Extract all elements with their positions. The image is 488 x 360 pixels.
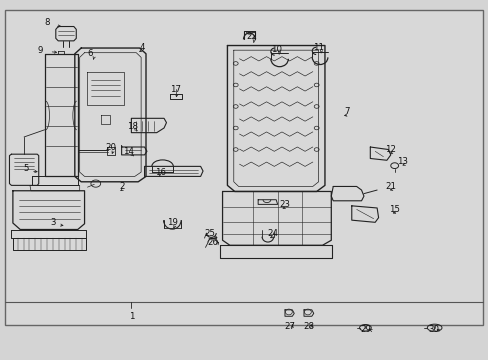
Text: 19: 19	[166, 218, 178, 227]
Text: 3: 3	[50, 218, 56, 227]
Text: 22: 22	[246, 32, 257, 41]
Text: 25: 25	[203, 229, 214, 238]
FancyBboxPatch shape	[6, 12, 481, 324]
Text: 13: 13	[397, 157, 407, 166]
Text: 29: 29	[359, 325, 370, 334]
Text: 8: 8	[44, 18, 50, 27]
Text: 24: 24	[267, 229, 278, 238]
Text: 28: 28	[303, 322, 314, 331]
Text: 17: 17	[169, 85, 181, 94]
Text: 7: 7	[344, 107, 349, 116]
Text: 30: 30	[427, 325, 438, 334]
Text: 11: 11	[312, 43, 324, 52]
Text: 10: 10	[270, 45, 281, 54]
Text: 12: 12	[385, 145, 395, 154]
Text: 21: 21	[385, 182, 395, 191]
Text: 2: 2	[119, 182, 124, 191]
Text: 16: 16	[155, 168, 166, 177]
Text: 18: 18	[126, 122, 138, 131]
Text: 4: 4	[139, 43, 144, 52]
Text: 23: 23	[279, 200, 289, 209]
Text: 9: 9	[38, 46, 43, 55]
Text: 20: 20	[105, 143, 116, 152]
Text: 27: 27	[283, 322, 294, 331]
Text: 1: 1	[128, 312, 134, 321]
FancyBboxPatch shape	[4, 10, 483, 325]
Text: 5: 5	[23, 164, 29, 173]
Text: 6: 6	[87, 49, 93, 58]
Text: 15: 15	[388, 205, 399, 214]
Text: 26: 26	[207, 238, 218, 247]
Text: 14: 14	[122, 147, 134, 156]
